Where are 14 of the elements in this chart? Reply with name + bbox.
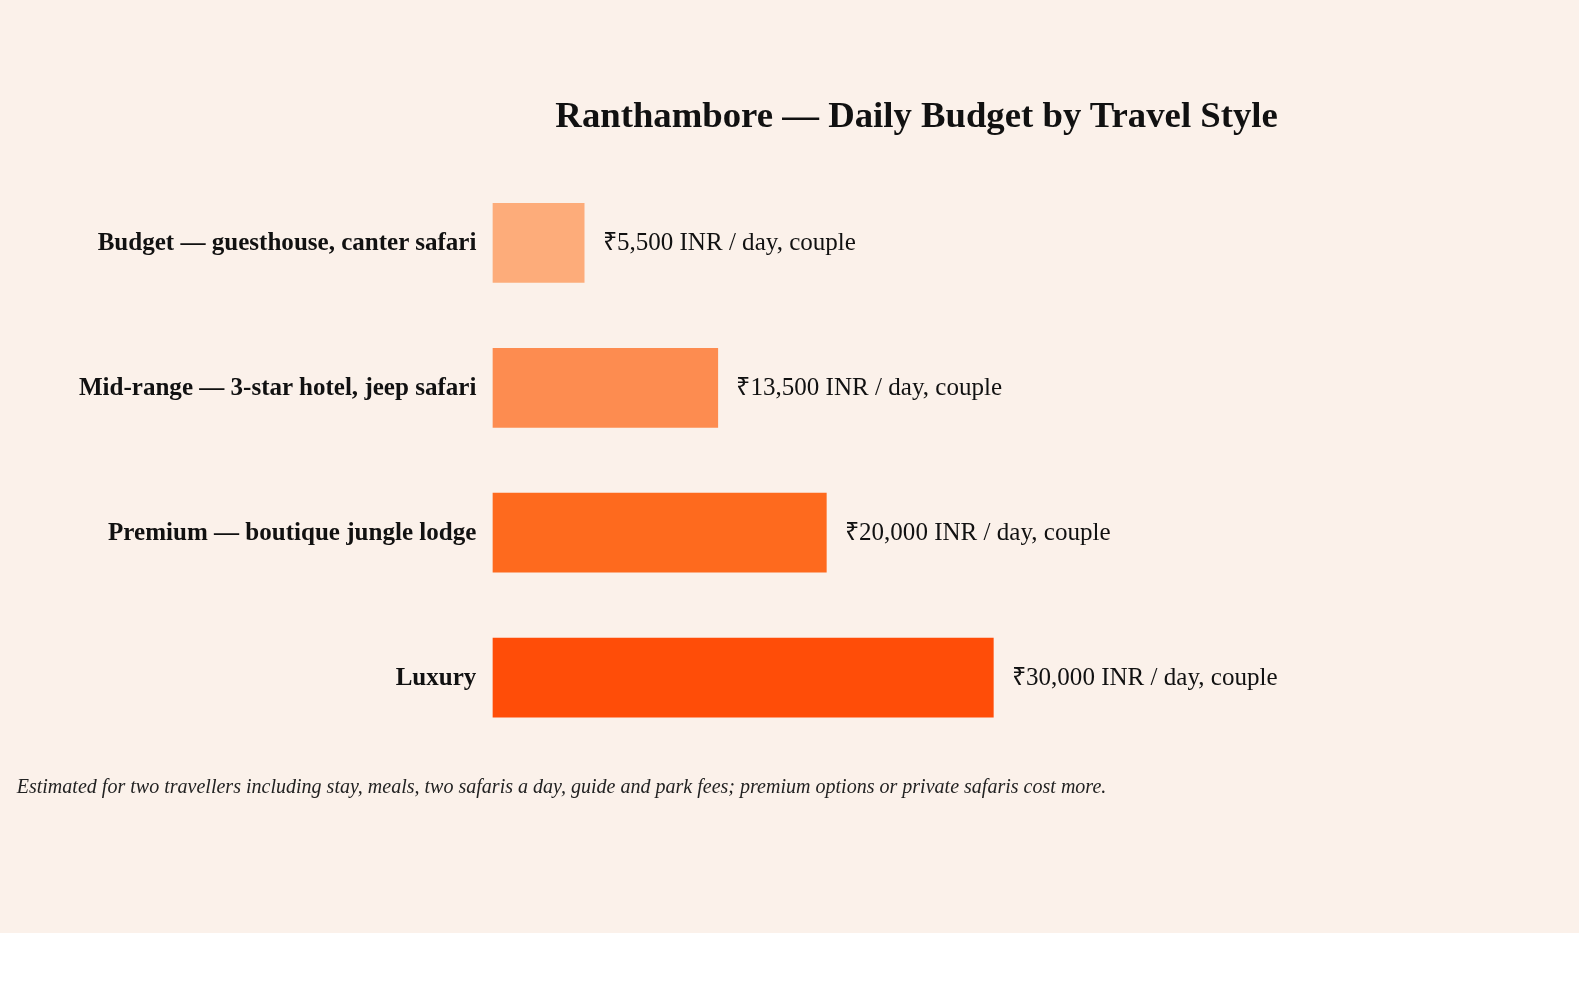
data-label: ₹13,500 INR / day, couple <box>736 373 1003 401</box>
bar <box>492 637 994 718</box>
y-tick-label: Budget — guesthouse, canter safari <box>97 228 477 256</box>
y-tick-label: Luxury <box>395 663 477 691</box>
data-label: ₹20,000 INR / day, couple <box>845 518 1111 546</box>
y-tick-label: Mid-range — 3-star hotel, jeep safari <box>78 373 477 401</box>
data-label: ₹5,500 INR / day, couple <box>602 228 856 256</box>
y-tick-label: Premium — boutique jungle lodge <box>108 518 477 546</box>
bar <box>492 347 719 428</box>
bar <box>492 203 585 283</box>
text: Estimated for two travellers including stay, meals, two safaris a day, guide and park fees; premium options or private safaris cost more. <box>15 775 1107 799</box>
chart-title: Ranthambore — Daily Budget by Travel Style <box>555 94 1278 136</box>
data-label: ₹30,000 INR / day, couple <box>1012 663 1278 691</box>
bar <box>492 492 827 573</box>
